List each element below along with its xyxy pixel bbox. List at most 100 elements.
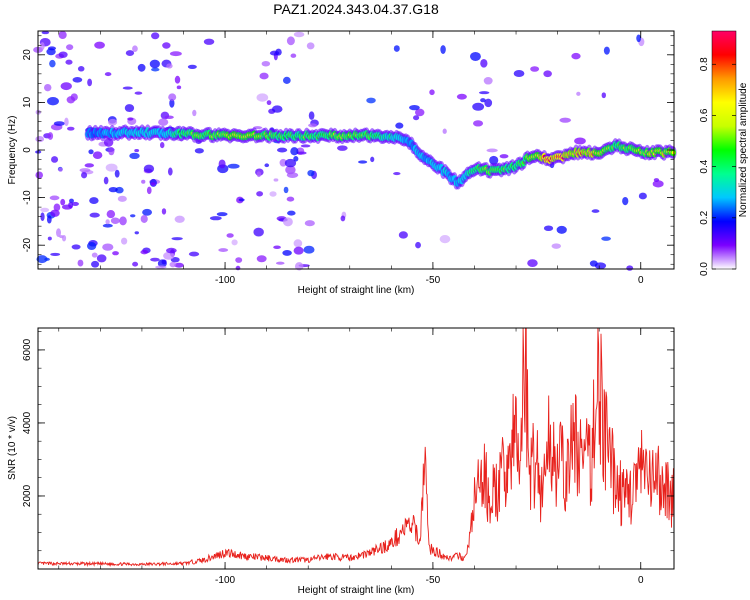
colorbar-label: Normalized spectral amplitude xyxy=(738,82,749,217)
snr-series-line xyxy=(37,327,674,568)
heatmap-speckle xyxy=(164,115,174,119)
heatmap-speckle xyxy=(47,132,54,140)
heatmap-speckle xyxy=(35,136,45,143)
heatmap-speckle xyxy=(104,72,112,77)
heatmap-speckle xyxy=(79,168,91,173)
heatmap-speckle xyxy=(279,158,287,167)
heatmap-speckle xyxy=(235,257,243,263)
heatmap-speckle xyxy=(226,233,234,238)
heatmap-speckle xyxy=(35,171,44,179)
colorbar-tick-label: 0.2 xyxy=(699,210,710,224)
heatmap-speckle xyxy=(308,111,315,120)
heatmap-speckle xyxy=(125,50,135,56)
heatmap-speckle xyxy=(130,214,136,218)
heatmap-speckle xyxy=(50,209,60,217)
y-tick-label: 10 xyxy=(22,96,33,108)
heatmap-speckle xyxy=(67,126,75,131)
heatmap-speckle xyxy=(140,214,148,223)
heatmap-speckle xyxy=(284,158,297,168)
heatmap-speckle xyxy=(273,178,279,182)
heatmap-speckle xyxy=(589,260,598,267)
heatmap-x-axis-label: Height of straight line (km) xyxy=(298,285,415,296)
heatmap-speckle xyxy=(294,262,304,271)
heatmap-speckle xyxy=(49,59,56,68)
heatmap-speckle xyxy=(87,78,93,87)
heatmap-speckle xyxy=(151,67,160,72)
heatmap-speckle xyxy=(218,159,226,169)
heatmap-speckle xyxy=(91,260,100,268)
heatmap-speckle xyxy=(51,156,59,163)
heatmap-speckle xyxy=(231,239,238,246)
heatmap-speckle xyxy=(103,176,109,185)
heatmap-speckle xyxy=(440,45,446,54)
heatmap-speckle xyxy=(366,97,376,104)
heatmap-speckle xyxy=(47,46,57,51)
y-tick-label: 20 xyxy=(22,49,33,61)
heatmap-speckle xyxy=(46,96,59,106)
heatmap-speckle xyxy=(49,195,60,201)
colorbar-tick-label: 0.8 xyxy=(699,57,710,71)
heatmap-speckle xyxy=(273,245,281,250)
heatmap-speckle xyxy=(340,215,346,222)
heatmap-speckle xyxy=(112,251,119,256)
heatmap-speckle xyxy=(86,242,97,250)
heatmap-speckle xyxy=(108,186,118,193)
y-tick-label: -20 xyxy=(22,238,33,253)
heatmap-speckle xyxy=(238,198,245,202)
heatmap-speckle xyxy=(157,259,167,268)
heatmap-speckle xyxy=(442,128,447,134)
heatmap-speckle xyxy=(287,210,296,216)
heatmap-speckle xyxy=(636,34,642,43)
heatmap-speckle xyxy=(393,45,400,52)
heatmap-speckle xyxy=(169,261,177,268)
heatmap-speckle xyxy=(282,249,292,256)
heatmap-speckle xyxy=(146,186,152,195)
heatmap-speckle xyxy=(150,182,156,186)
heatmap-speckle xyxy=(155,265,167,269)
heatmap-speckle xyxy=(162,42,171,49)
heatmap-speckle xyxy=(308,123,318,128)
heatmap-speckle xyxy=(110,217,120,224)
heatmap-speckle xyxy=(293,239,303,248)
heatmap-speckle xyxy=(290,53,297,58)
heatmap-speckle xyxy=(235,265,241,271)
heatmap-speckle xyxy=(290,147,299,156)
x-tick-label: -100 xyxy=(215,575,235,586)
y-tick-label: 2000 xyxy=(22,484,33,507)
heatmap-speckle xyxy=(203,38,215,45)
heatmap-speckle xyxy=(256,255,267,263)
heatmap-speckle xyxy=(591,209,600,213)
heatmap-speckle xyxy=(142,208,152,216)
heatmap-speckle xyxy=(483,77,493,85)
heatmap-speckle xyxy=(124,104,135,113)
heatmap-speckle xyxy=(626,265,634,271)
heatmap-speckle xyxy=(96,254,107,263)
heatmap-speckle xyxy=(543,70,552,78)
heatmap-speckle xyxy=(66,96,76,104)
colorbar: 0.0 0.2 0.4 0.6 0.8 Normalized spectral ampl… xyxy=(699,30,749,276)
heatmap-speckle xyxy=(88,149,94,155)
heatmap-speckle xyxy=(556,225,567,234)
colorbar-gradient xyxy=(711,30,737,270)
heatmap-speckle xyxy=(192,109,197,117)
heatmap-speckle xyxy=(413,115,420,121)
heatmap-speckle xyxy=(574,137,586,145)
heatmap-speckle xyxy=(169,98,175,108)
heatmap-speckle xyxy=(158,118,169,126)
heatmap-speckle xyxy=(53,203,61,212)
heatmap-speckle xyxy=(114,169,120,178)
heatmap-y-ticks: -20 -10 0 10 20 xyxy=(22,35,674,265)
heatmap-speckle xyxy=(151,32,160,40)
heatmap-speckle xyxy=(121,237,128,245)
heatmap-speckle xyxy=(530,66,540,72)
heatmap-speckle xyxy=(47,236,52,241)
heatmap-speckle xyxy=(58,167,63,172)
heatmap-speckle xyxy=(478,91,490,95)
heatmap-speckle xyxy=(304,220,315,227)
heatmap-speckle xyxy=(119,216,127,226)
heatmap-speckle xyxy=(132,261,139,267)
heatmap-speckle xyxy=(134,231,139,235)
heatmap-speckle xyxy=(132,45,138,53)
heatmap-speckle xyxy=(84,163,95,168)
